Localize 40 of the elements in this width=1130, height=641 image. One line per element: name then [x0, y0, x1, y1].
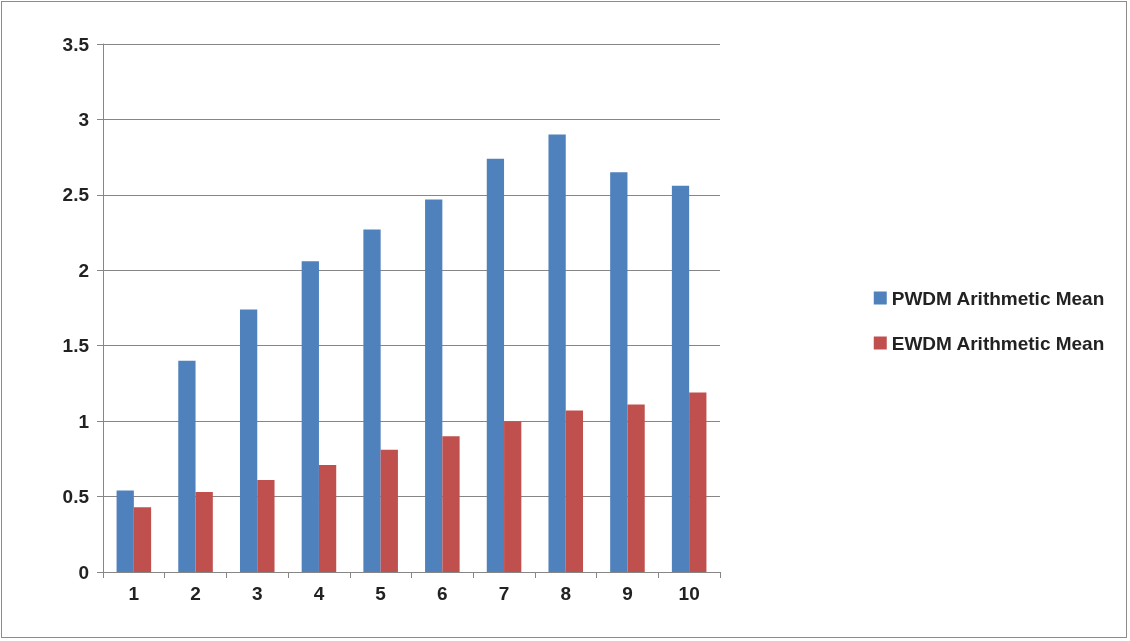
x-tick-label: 2 [190, 583, 201, 604]
x-tick-label: 5 [375, 583, 387, 604]
y-tick-label: 3.5 [62, 33, 90, 55]
y-tick-label: 1.5 [62, 335, 90, 357]
bar [318, 464, 337, 572]
bar [504, 421, 522, 572]
bar [627, 404, 645, 572]
x-tick-label: 3 [251, 583, 263, 604]
y-tick-label: 1 [78, 410, 90, 432]
x-tick-label: 9 [622, 583, 633, 604]
bar [442, 436, 460, 572]
bar [425, 199, 443, 572]
y-tick-label: 2 [78, 259, 89, 281]
bar [671, 185, 690, 572]
bar [133, 507, 152, 572]
x-tick-label: 6 [437, 583, 448, 604]
bar [257, 479, 275, 572]
y-tick-label: 3 [78, 108, 89, 130]
x-tick-label: 4 [313, 583, 325, 604]
bar [486, 158, 505, 572]
bar [195, 492, 213, 572]
bar [239, 309, 258, 572]
x-tick-label: 7 [498, 583, 510, 604]
bar [380, 449, 398, 572]
bar [363, 229, 381, 572]
bar [565, 410, 584, 572]
y-tick-label: 0 [78, 561, 89, 583]
y-tick-label: 2.5 [62, 184, 90, 206]
bar [610, 172, 628, 572]
legend-label: PWDM Arithmetic Mean [891, 287, 1105, 309]
x-tick-label: 1 [128, 583, 140, 604]
y-tick-label: 0.5 [62, 486, 90, 508]
x-tick-label: 8 [560, 583, 572, 604]
bar [689, 392, 707, 572]
x-tick-label: 10 [678, 583, 700, 604]
bar [116, 490, 134, 572]
bar [301, 261, 319, 572]
bar [548, 134, 566, 572]
bar [178, 360, 196, 572]
legend-label: EWDM Arithmetic Mean [891, 332, 1105, 354]
